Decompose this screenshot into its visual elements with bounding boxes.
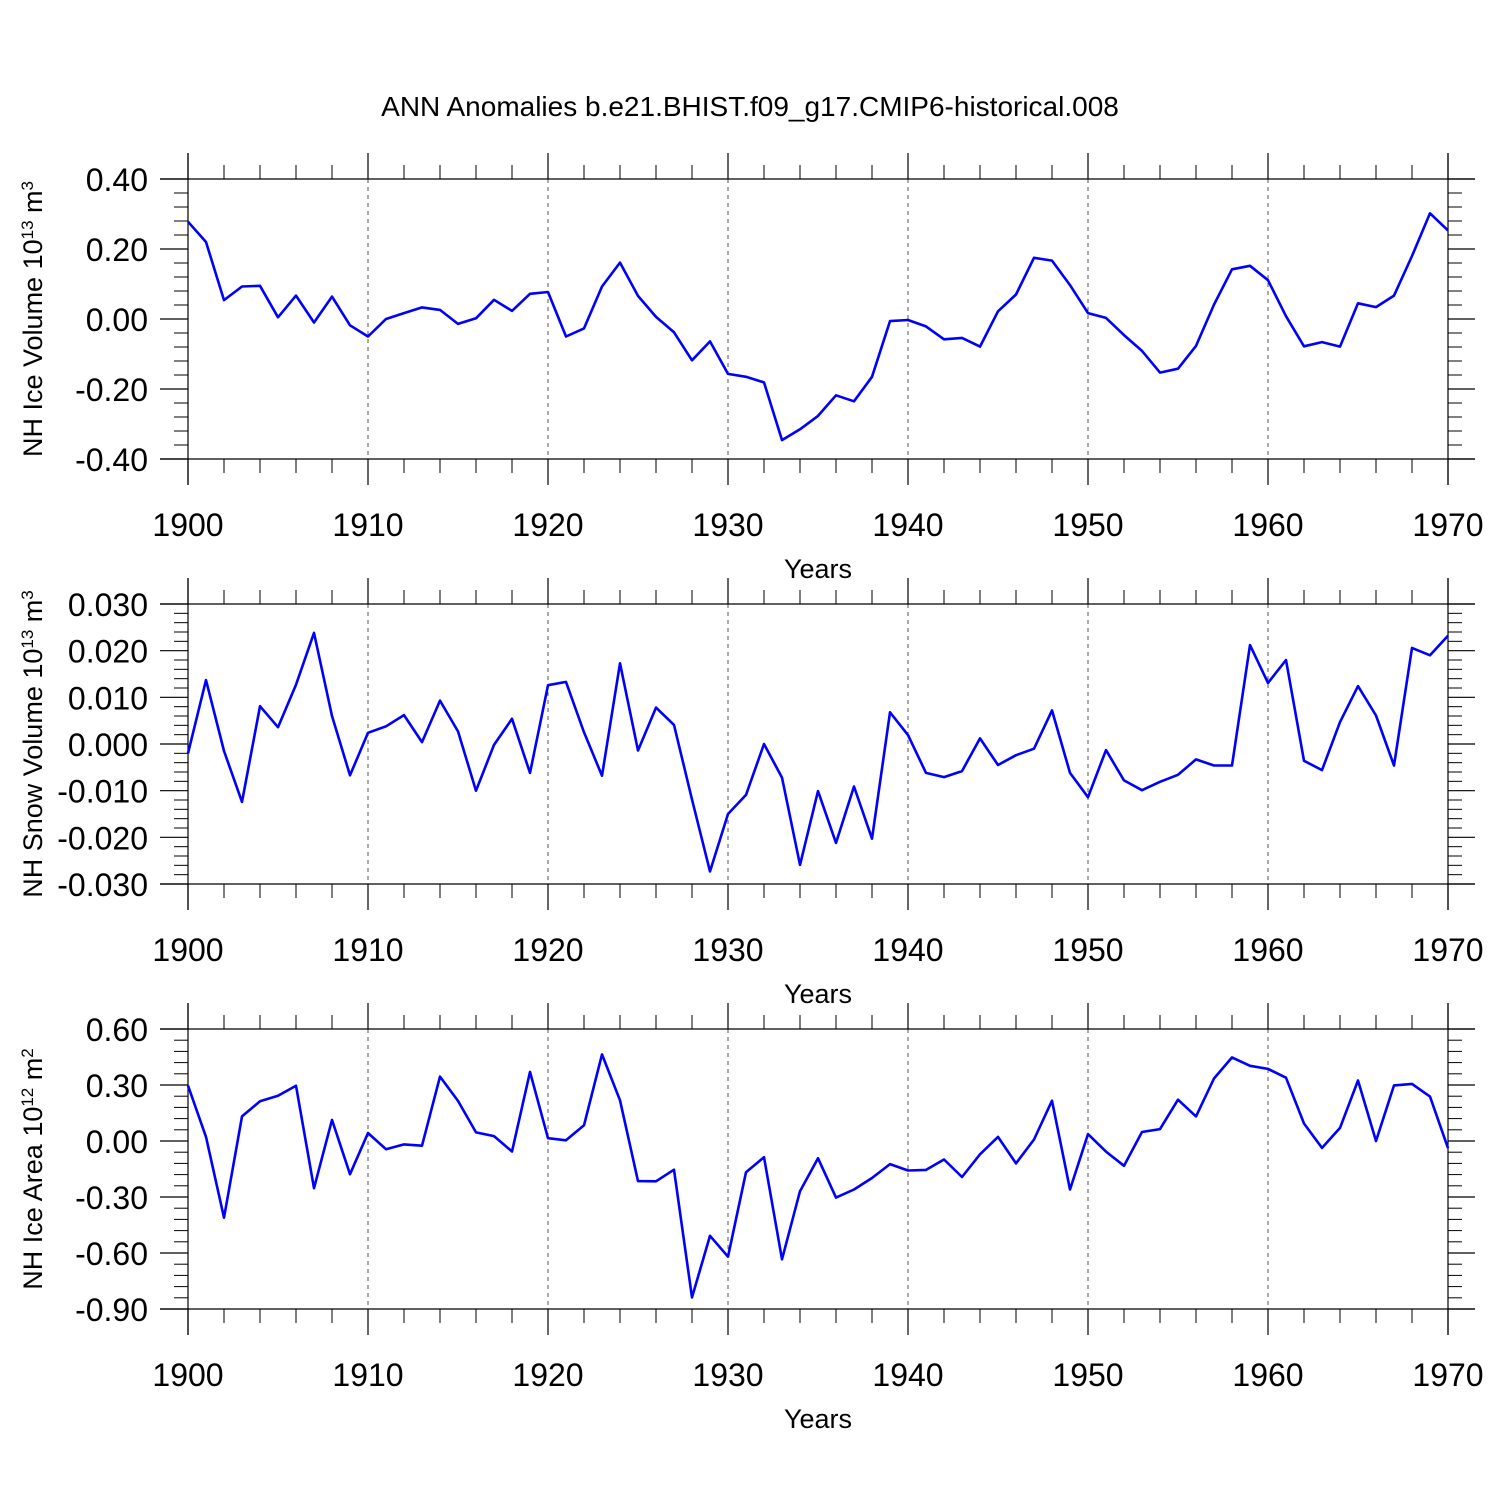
x-tick-label: 1950 <box>1052 507 1123 543</box>
y-tick-label: -0.010 <box>57 774 148 810</box>
y-tick-label: -0.020 <box>57 820 148 856</box>
y-tick-label: -0.90 <box>75 1292 148 1328</box>
y-tick-label: -0.030 <box>57 867 148 903</box>
y-tick-label: 0.030 <box>68 587 148 623</box>
y-tick-label: 0.30 <box>86 1068 148 1104</box>
x-tick-label: 1970 <box>1412 507 1483 543</box>
x-tick-label: 1960 <box>1232 1357 1303 1393</box>
x-tick-label: 1970 <box>1412 1357 1483 1393</box>
x-tick-label: 1920 <box>512 507 583 543</box>
y-tick-label: -0.40 <box>75 442 148 478</box>
y-axis-label: NH Snow Volume 1013 m3 <box>18 590 49 898</box>
x-tick-label: 1950 <box>1052 1357 1123 1393</box>
series-line-ice-volume <box>187 212 1449 442</box>
y-tick-label: 0.010 <box>68 680 148 716</box>
series-line-snow-volume <box>186 631 1449 873</box>
x-axis-label: Years <box>784 979 852 1009</box>
y-tick-label: 0.20 <box>86 232 148 268</box>
y-tick-label: 0.40 <box>86 162 148 198</box>
y-tick-label: -0.60 <box>75 1236 148 1272</box>
x-axis-label: Years <box>784 1404 852 1434</box>
y-axis-label: NH Ice Area 1012 m2 <box>18 1048 49 1289</box>
x-tick-label: 1930 <box>692 932 763 968</box>
x-axis-label: Years <box>784 554 852 584</box>
y-axis-label: NH Ice Volume 1013 m3 <box>18 181 49 457</box>
chart-ice-volume: -0.40 -0.20 0.00 0.20 0.40 1900 1910 1920 1930 19… <box>18 153 1484 584</box>
y-tick-label: 0.000 <box>68 727 148 763</box>
chart-snow-volume: -0.030 -0.020 -0.010 0.000 0.010 0.020 0.030 19… <box>18 578 1484 1009</box>
chart-panels: -0.40 -0.20 0.00 0.20 0.40 1900 1910 1920 1930 19… <box>18 153 1484 1434</box>
x-tick-label: 1910 <box>332 1357 403 1393</box>
x-tick-label: 1910 <box>332 507 403 543</box>
y-tick-label: 0.00 <box>86 1124 148 1160</box>
x-tick-label: 1970 <box>1412 932 1483 968</box>
x-tick-label: 1920 <box>512 932 583 968</box>
x-tick-label: 1920 <box>512 1357 583 1393</box>
x-tick-label: 1960 <box>1232 932 1303 968</box>
x-tick-label: 1910 <box>332 932 403 968</box>
y-tick-label: -0.20 <box>75 372 148 408</box>
chart-ice-area: -0.90 -0.60 -0.30 0.00 0.30 0.60 1900 1910 1920 1… <box>18 1003 1484 1434</box>
x-tick-label: 1900 <box>152 932 223 968</box>
x-tick-label: 1930 <box>692 1357 763 1393</box>
figure-title: ANN Anomalies b.e21.BHIST.f09_g17.CMIP6-… <box>381 91 1119 122</box>
y-tick-label: 0.60 <box>86 1012 148 1048</box>
x-tick-label: 1940 <box>872 1357 943 1393</box>
y-tick-label: 0.020 <box>68 634 148 670</box>
x-tick-label: 1940 <box>872 507 943 543</box>
x-tick-label: 1950 <box>1052 932 1123 968</box>
y-tick-label: -0.30 <box>75 1180 148 1216</box>
x-tick-label: 1900 <box>152 1357 223 1393</box>
series-line-ice-area <box>186 1053 1450 1299</box>
y-tick-label: 0.00 <box>86 302 148 338</box>
x-tick-label: 1960 <box>1232 507 1303 543</box>
x-tick-label: 1900 <box>152 507 223 543</box>
x-tick-label: 1930 <box>692 507 763 543</box>
x-tick-label: 1940 <box>872 932 943 968</box>
